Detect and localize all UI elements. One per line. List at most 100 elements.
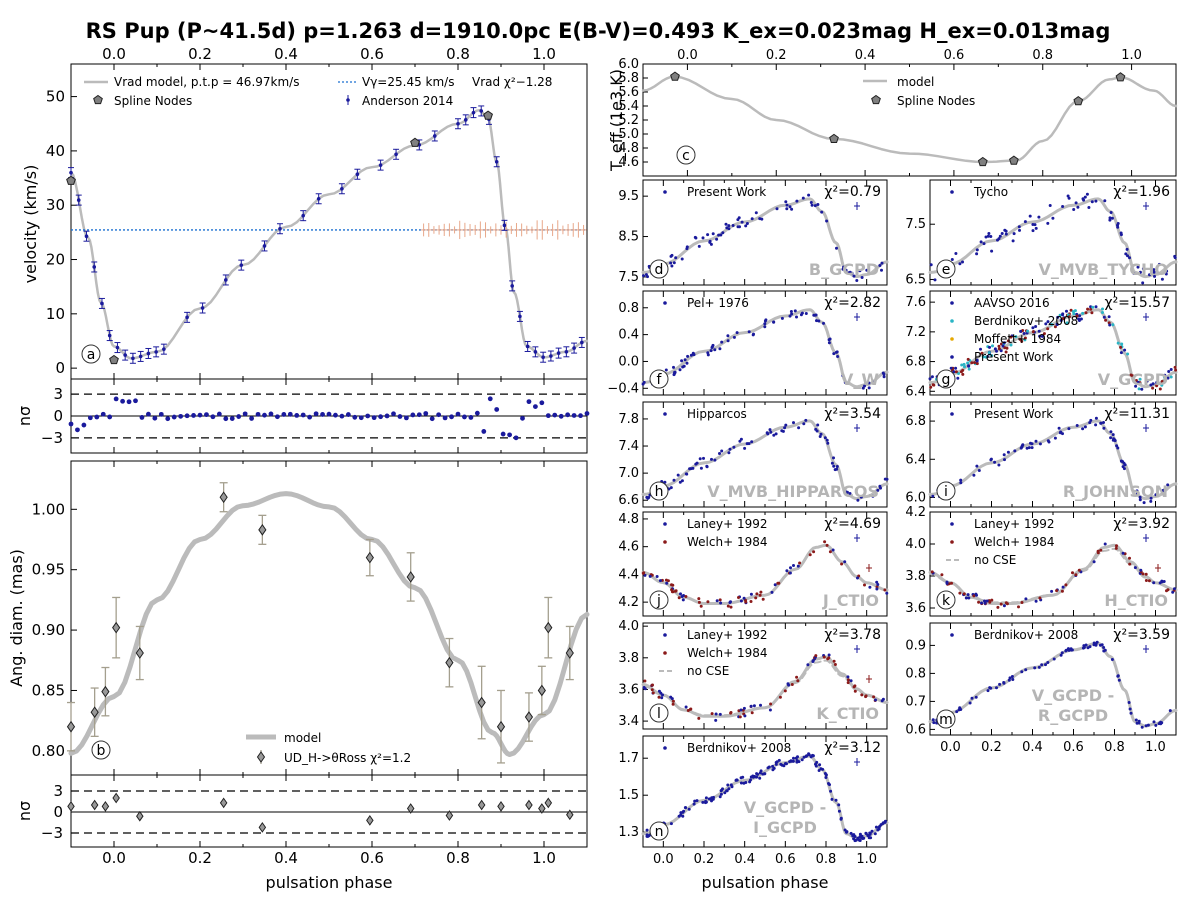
- photometry-point: [1024, 668, 1028, 672]
- photometry-point: [1144, 380, 1148, 384]
- legend-swatch: [663, 412, 667, 416]
- photometry-point: [825, 438, 829, 442]
- photometry-point: [855, 279, 859, 282]
- photometry-point: [845, 490, 849, 494]
- velocity-residual: [300, 412, 306, 418]
- photometry-point: [883, 819, 887, 823]
- legend-label: Berdnikov+ 2008: [687, 741, 791, 755]
- photometry-point: [990, 354, 994, 358]
- velocity-residual: [552, 412, 558, 418]
- photometry-point: [996, 605, 1000, 609]
- legend-label: Welch+ 1984: [974, 535, 1055, 549]
- velocity-residual: [494, 407, 500, 412]
- legend-model-label: Vrad model, p.t.p = 46.97km/s: [114, 75, 299, 89]
- chi2-label: χ²=3.59: [1113, 627, 1170, 643]
- photometry-point: [790, 312, 794, 316]
- photometry-point: [706, 351, 710, 355]
- photometry-point: [1069, 308, 1073, 312]
- res-tick-label: −3: [41, 824, 63, 842]
- photometry-point: [761, 597, 765, 601]
- photometry-point: [1008, 676, 1012, 680]
- photometry-point: [988, 345, 991, 349]
- photometry-point: [824, 776, 828, 779]
- photometry-point: [1166, 376, 1170, 380]
- legend-label: Berdnikov+ 2008: [974, 314, 1078, 328]
- photometry-point: [1046, 327, 1050, 331]
- photometry-point: [958, 262, 962, 266]
- photometry-point: [1004, 229, 1008, 233]
- band-watermark: V_GCPD -: [1032, 686, 1114, 705]
- y-tick-label: 0.0: [618, 354, 639, 369]
- velocity-point: [131, 356, 135, 361]
- res-tick-label: 0: [53, 803, 63, 821]
- photometry-point: [655, 575, 659, 578]
- photometry-point: [771, 764, 775, 768]
- photometry-point: [961, 260, 964, 264]
- y-tick-label: 6.8: [905, 355, 926, 370]
- photometry-point: [1030, 446, 1034, 450]
- photometry-point: [873, 832, 877, 836]
- photometry-point: [1092, 560, 1096, 564]
- diameter-point: [524, 711, 534, 723]
- photometry-point: [1009, 335, 1013, 339]
- photometry-point: [855, 271, 859, 275]
- photometry-point: [966, 361, 970, 365]
- photometry-point: [817, 319, 821, 323]
- panel-j: 4.8 4.6 4.4 4.2 Laney+ 1992 Welch+ 1984 χ²=4.6…: [618, 511, 889, 617]
- legend-swatch: [663, 190, 667, 194]
- panel-b-res-frame: [70, 774, 588, 848]
- photometry-point: [723, 791, 727, 795]
- photometry-point: [1046, 661, 1050, 664]
- velocity-point: [556, 351, 561, 355]
- photometry-point: [997, 344, 1001, 348]
- photometry-point: [1094, 305, 1098, 309]
- photometry-point: [1059, 430, 1063, 434]
- photometry-point: [1020, 670, 1024, 674]
- y-tick-label: 4.8: [618, 141, 639, 156]
- panel-k: 4.2 4.0 3.8 3.6 Laney+ 1992 Welch+ 1984 no CSE…: [905, 505, 1178, 617]
- velocity-residual: [120, 398, 125, 404]
- photometry-point: [1090, 311, 1094, 315]
- velocity-residual: [455, 411, 461, 417]
- xlabel-right: pulsation phase: [702, 873, 829, 892]
- res-tick-label: 0: [53, 407, 63, 425]
- panel-badge: k: [942, 593, 951, 609]
- photometry-point: [1037, 665, 1041, 669]
- photometry-point: [1149, 496, 1153, 500]
- photometry-point: [1173, 254, 1177, 258]
- photometry-point: [759, 769, 763, 773]
- photometry-point: [709, 349, 713, 353]
- x-tick-label: 0.4: [274, 849, 298, 867]
- photometry-point: [1115, 444, 1119, 448]
- photometry-point: [770, 590, 774, 594]
- photometry-point: [1017, 225, 1021, 229]
- panel-n: 1.7 1.5 1.3 Berdnikov+ 2008 χ²=3.12 V_GCPD -I…: [618, 735, 889, 867]
- velocity-point: [471, 110, 476, 115]
- photometry-point: [1033, 666, 1037, 670]
- photometry-point: [979, 240, 983, 244]
- velocity-residual: [255, 411, 261, 417]
- photometry-point: [1019, 329, 1023, 333]
- velocity-point: [107, 333, 112, 338]
- photometry-point: [701, 236, 705, 240]
- photometry-point: [850, 271, 854, 275]
- photometry-point: [997, 347, 1001, 351]
- photometry-point: [758, 776, 762, 780]
- velocity-point: [69, 170, 73, 175]
- photometry-point: [1002, 453, 1006, 457]
- photometry-point: [706, 233, 710, 237]
- x-tick-label: 0.8: [816, 852, 837, 867]
- x-tick-label: 0.8: [446, 849, 470, 867]
- velocity-point: [355, 172, 360, 177]
- photometry-point: [823, 540, 827, 544]
- velocity-residual: [565, 412, 571, 418]
- panel-badge: e: [942, 262, 951, 278]
- photometry-point: [995, 349, 998, 353]
- photometry-point: [993, 460, 997, 464]
- photometry-point: [846, 675, 850, 679]
- photometry-point: [695, 799, 699, 803]
- velocity-point: [510, 284, 514, 288]
- photometry-point: [986, 689, 990, 693]
- photometry-point: [1159, 720, 1163, 724]
- photometry-point: [1004, 232, 1008, 236]
